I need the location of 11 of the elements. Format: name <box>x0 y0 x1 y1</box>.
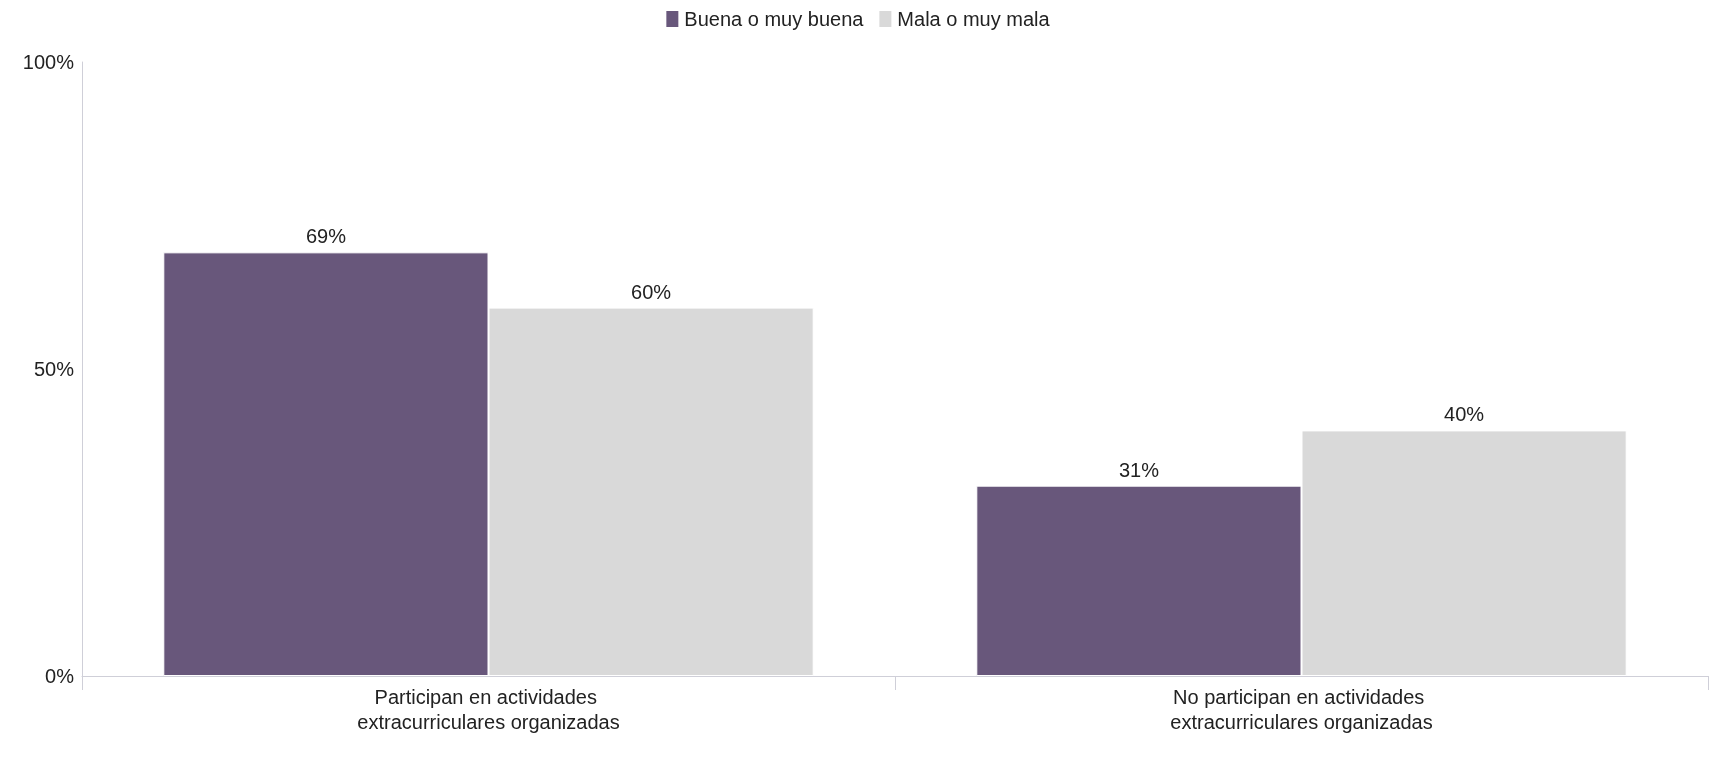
y-tick-label: 100% <box>22 51 75 73</box>
data-label: 60% <box>631 280 672 303</box>
data-label: 40% <box>1444 403 1485 426</box>
legend-label: Buena o muy buena <box>684 8 865 30</box>
legend-label: Mala o muy mala <box>897 8 1051 30</box>
y-tick-label: 50% <box>33 358 75 380</box>
data-label: 69% <box>305 225 347 248</box>
x-tick-label: No participan en actividades extracurriculares organizadas <box>1170 685 1433 733</box>
y-tick-label: 0% <box>45 665 75 687</box>
x-tick-label: Participan en actividades extracurriculares organizadas <box>357 685 620 733</box>
data-label: 31% <box>1118 458 1160 481</box>
